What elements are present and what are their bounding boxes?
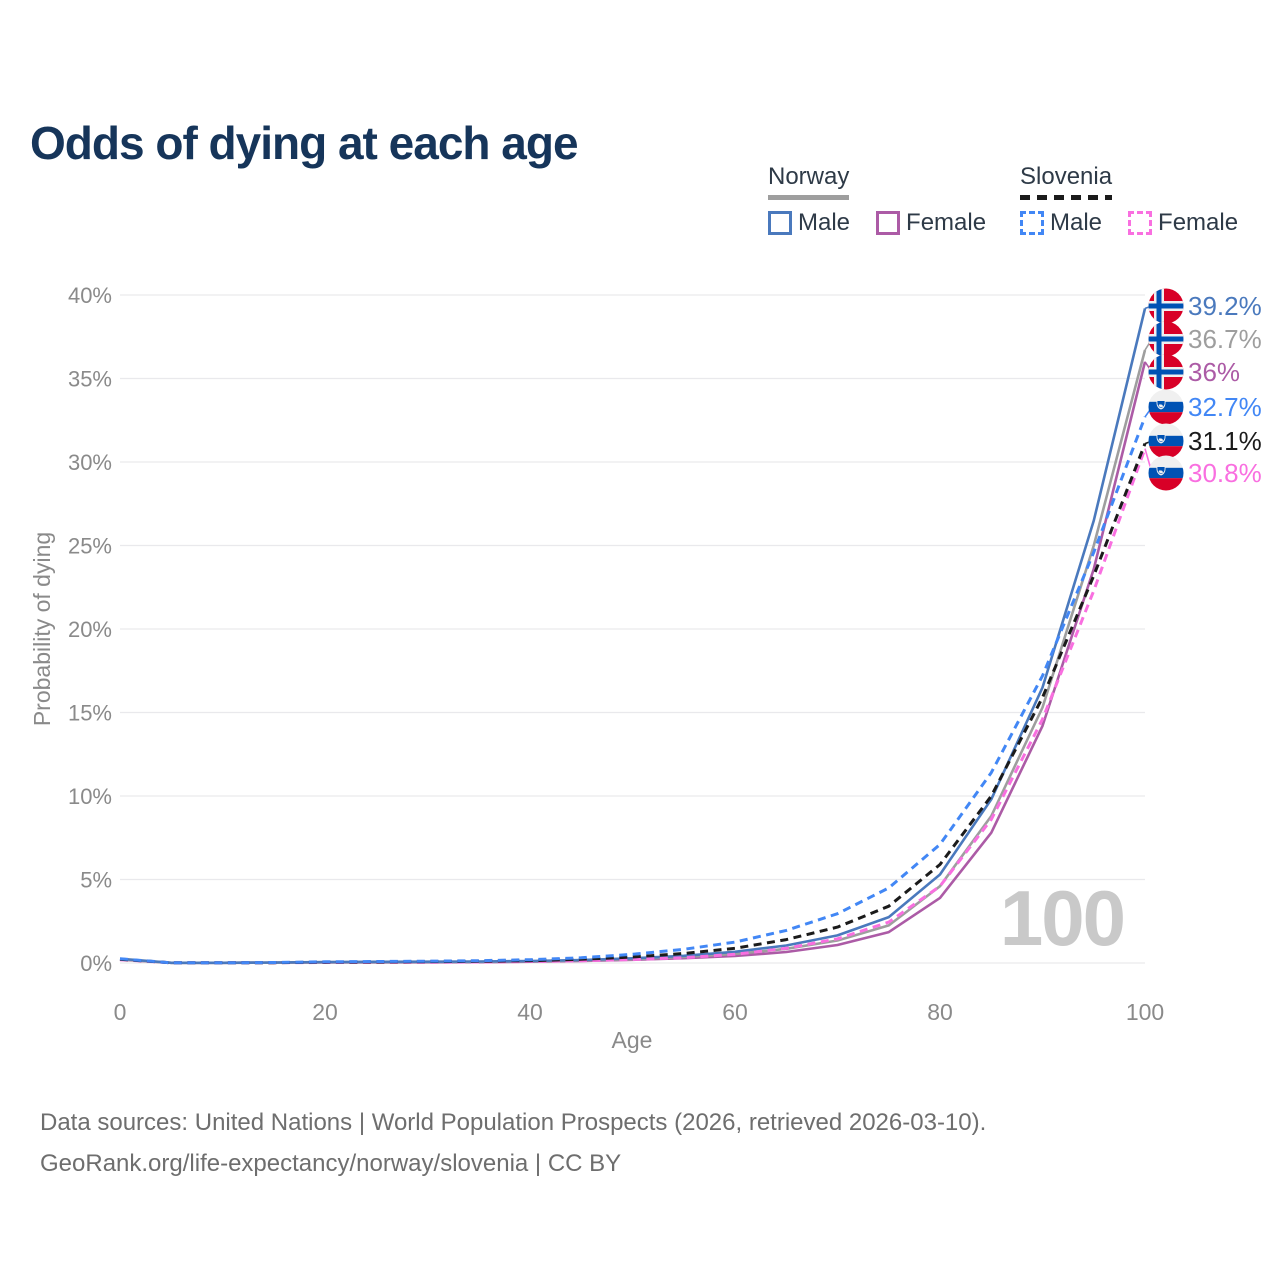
norway-solid-line-swatch [768, 195, 850, 200]
end-value-label: 36.7% [1188, 324, 1262, 354]
legend-item-norway-male[interactable]: Male [768, 209, 850, 237]
legend-item-label: Female [906, 209, 987, 236]
legend-group-norway: Norway Male Female [768, 163, 986, 237]
slovenia-female-swatch [1128, 211, 1153, 235]
slovenia-male-swatch [1020, 211, 1044, 235]
age-watermark: 100 [1000, 874, 1124, 962]
legend-country-label: Norway [768, 163, 850, 190]
legend-item-norway-female[interactable]: Female [876, 209, 986, 237]
legend-item-label: Male [798, 209, 851, 236]
data-source-line: Data sources: United Nations | World Pop… [40, 1109, 987, 1136]
series-line-norway-all[interactable] [119, 349, 1147, 965]
legend-item-label: Male [1050, 209, 1103, 236]
legend-group-slovenia: Slovenia Male Female [1020, 163, 1238, 237]
legend-item-label: Female [1158, 209, 1239, 236]
slovenia-flag-icon [1148, 389, 1184, 425]
end-value-label: 31.1% [1188, 426, 1262, 456]
series-line-slovenia-female[interactable] [119, 448, 1147, 965]
y-tick-label: 20% [68, 617, 112, 642]
series-line-norway-male[interactable] [119, 308, 1147, 965]
series-line-slovenia-male[interactable] [119, 416, 1147, 965]
y-tick-label: 40% [68, 283, 112, 308]
norway-female-swatch [876, 211, 901, 235]
series-line-norway-female[interactable] [119, 361, 1147, 965]
end-value-label: 30.8% [1188, 458, 1262, 488]
legend-item-slovenia-female[interactable]: Female [1128, 209, 1238, 237]
x-tick-label: 40 [517, 999, 543, 1025]
legend-country-label: Slovenia [1020, 163, 1113, 190]
y-tick-label: 5% [80, 868, 112, 893]
x-tick-label: 60 [722, 999, 748, 1025]
y-tick-label: 0% [80, 951, 112, 976]
x-tick-label: 0 [114, 999, 127, 1025]
slovenia-flag-icon [1148, 455, 1184, 491]
end-value-label: 32.7% [1188, 392, 1262, 422]
slovenia-flag-icon [1148, 423, 1184, 459]
attribution-line: GeoRank.org/life-expectancy/norway/slove… [40, 1150, 622, 1177]
series-line-slovenia-all[interactable] [119, 443, 1147, 965]
y-axis-title: Probability of dying [29, 532, 55, 726]
data-source-note: Data sources: United Nations | World Pop… [40, 1102, 986, 1184]
x-axis-title: Age [612, 1027, 653, 1053]
norway-flag-icon [1148, 321, 1184, 357]
y-tick-label: 25% [68, 534, 112, 559]
norway-flag-icon [1148, 288, 1184, 324]
page-title: Odds of dying at each age [30, 116, 579, 169]
y-tick-label: 15% [68, 701, 112, 726]
end-value-label: 36% [1188, 357, 1240, 387]
norway-flag-icon [1148, 354, 1184, 390]
y-tick-label: 10% [68, 784, 112, 809]
y-tick-label: 30% [68, 450, 112, 475]
legend-country-norway[interactable]: Norway [768, 163, 850, 200]
legend-country-slovenia[interactable]: Slovenia [1020, 163, 1113, 200]
x-tick-label: 100 [1126, 999, 1164, 1025]
y-tick-label: 35% [68, 367, 112, 392]
end-value-label: 39.2% [1188, 291, 1262, 321]
x-tick-label: 80 [927, 999, 953, 1025]
norway-male-swatch [768, 211, 792, 235]
x-tick-label: 20 [312, 999, 338, 1025]
legend-item-slovenia-male[interactable]: Male [1020, 209, 1102, 237]
slovenia-dashed-line-swatch [1020, 195, 1113, 200]
